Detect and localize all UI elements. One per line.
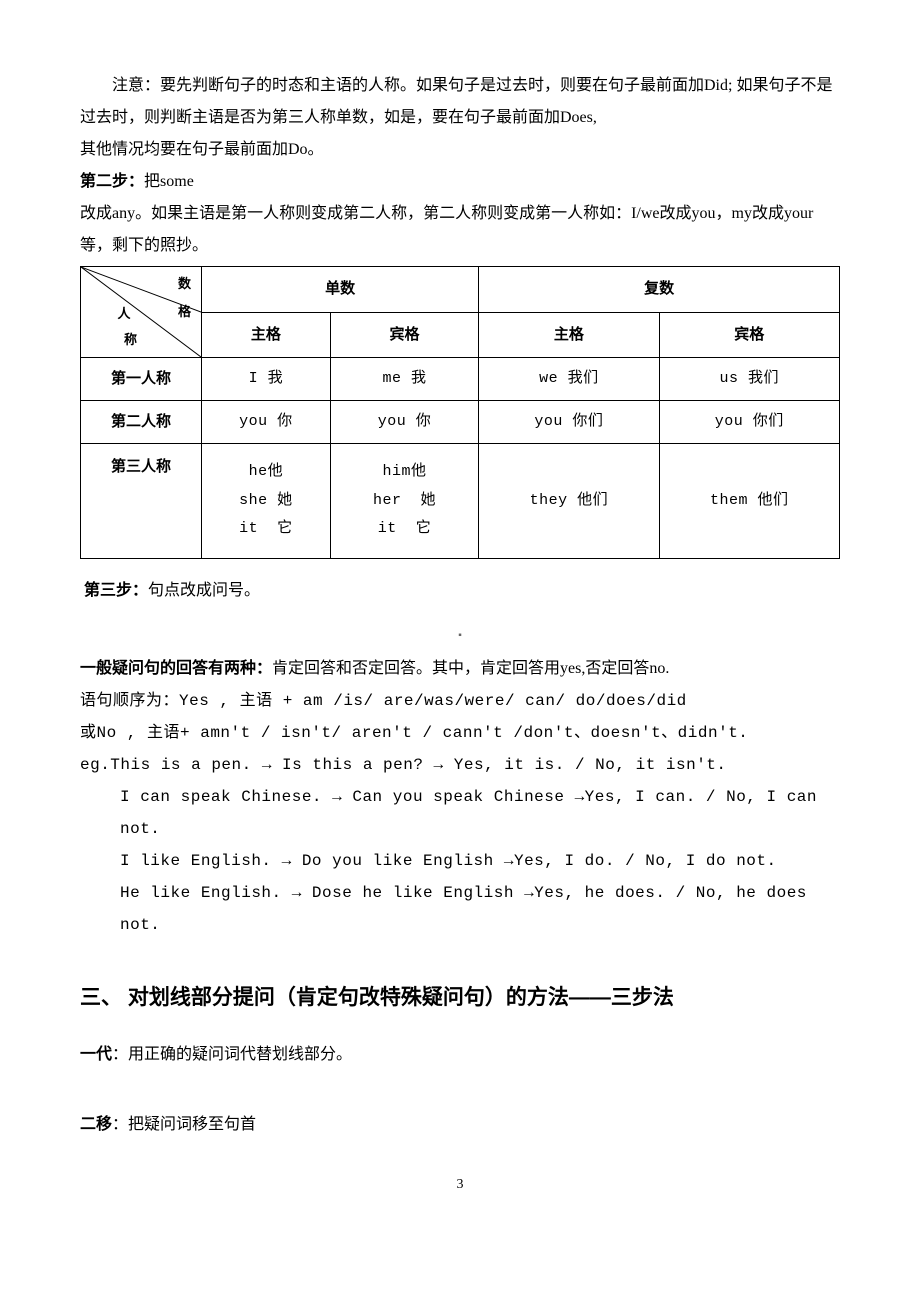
- cell: you 你们: [479, 401, 659, 444]
- cell: you 你们: [659, 401, 839, 444]
- th-singular: 单数: [202, 267, 479, 313]
- row2-head: 第二人称: [81, 401, 202, 444]
- note-paragraph: 注意：要先判断句子的时态和主语的人称。如果句子是过去时，则要在句子最前面加Did…: [80, 70, 840, 166]
- cell: you 你: [202, 401, 331, 444]
- cell: I 我: [202, 358, 331, 401]
- eg-3: I like English. → Do you like English →Y…: [80, 845, 840, 877]
- sub-1: 一代：用正确的疑问词代替划线部分。: [80, 1039, 840, 1071]
- ans-line-1: 一般疑问句的回答有两种：肯定回答和否定回答。其中，肯定回答用yes,否定回答no…: [80, 653, 840, 685]
- answer-paragraph: 一般疑问句的回答有两种：肯定回答和否定回答。其中，肯定回答用yes,否定回答no…: [80, 653, 840, 941]
- sub-2: 二移：把疑问词移至句首: [80, 1109, 840, 1141]
- cell: me 我: [330, 358, 478, 401]
- step3-rest: 句点改成问号。: [148, 582, 260, 599]
- table-row: 第一人称 I 我 me 我 we 我们 us 我们: [81, 358, 840, 401]
- row1-head: 第一人称: [81, 358, 202, 401]
- step2-label: 第二步：: [80, 173, 144, 190]
- diag-top-label: 数: [178, 271, 191, 297]
- note-line-1: 注意：要先判断句子的时态和主语的人称。如果句子是过去时，则要在句子最前面加Did…: [80, 70, 840, 134]
- eg-1: eg.This is a pen. → Is this a pen? → Yes…: [80, 749, 840, 781]
- diag-bot-label: 人 称: [111, 301, 137, 353]
- section-3-heading: 三、 对划线部分提问（肯定句改特殊疑问句）的方法——三步法: [80, 977, 840, 1019]
- eg-2: I can speak Chinese. → Can you speak Chi…: [80, 781, 840, 845]
- cell: we 我们: [479, 358, 659, 401]
- page-number: 3: [80, 1171, 840, 1199]
- row3-head: 第三人称: [81, 444, 202, 559]
- th-plural: 复数: [479, 267, 840, 313]
- diag-mid-label: 格: [178, 299, 191, 325]
- ans-head-rest: 肯定回答和否定回答。其中，肯定回答用yes,否定回答no.: [272, 660, 669, 677]
- th-obj-1: 宾格: [330, 312, 478, 358]
- table-row: 第三人称 he他she 她it 它 him他her 她it 它 they 他们 …: [81, 444, 840, 559]
- document-page: 注意：要先判断句子的时态和主语的人称。如果句子是过去时，则要在句子最前面加Did…: [0, 0, 920, 1239]
- center-dot: ▪: [80, 631, 840, 641]
- cell: us 我们: [659, 358, 839, 401]
- th-subj-2: 主格: [479, 312, 659, 358]
- cell: them 他们: [659, 444, 839, 559]
- eg-4: He like English. → Dose he like English …: [80, 877, 840, 941]
- ans-head-bold: 一般疑问句的回答有两种：: [80, 660, 272, 677]
- step2-rest: 把some: [144, 173, 194, 190]
- cell: you 你: [330, 401, 478, 444]
- sub1-rest: ：用正确的疑问词代替划线部分。: [112, 1046, 352, 1063]
- sub2-bold: 二移: [80, 1116, 112, 1133]
- ans-line-2: 语句顺序为：Yes , 主语 + am /is/ are/was/were/ c…: [80, 685, 840, 717]
- th-obj-2: 宾格: [659, 312, 839, 358]
- sub1-bold: 一代: [80, 1046, 112, 1063]
- cell: he他she 她it 它: [202, 444, 331, 559]
- table-row: 第二人称 you 你 you 你 you 你们 you 你们: [81, 401, 840, 444]
- cell: him他her 她it 它: [330, 444, 478, 559]
- table-diag-header: 数 格 人 称: [81, 267, 202, 358]
- step-2: 第二步：把some: [80, 166, 840, 198]
- th-subj-1: 主格: [202, 312, 331, 358]
- pronoun-table: 数 格 人 称 单数 复数 主格 宾格 主格 宾格 第一人称 I 我 me 我 …: [80, 266, 840, 559]
- ans-line-3: 或No , 主语+ amn't / isn't/ aren't / cann't…: [80, 717, 840, 749]
- step3-label: 第三步：: [84, 582, 148, 599]
- note-line-2: 其他情况均要在句子最前面加Do。: [80, 134, 840, 166]
- step2-body: 改成any。如果主语是第一人称则变成第二人称，第二人称则变成第一人称如：I/we…: [80, 198, 840, 262]
- sub2-rest: ：把疑问词移至句首: [112, 1116, 256, 1133]
- step-3: 第三步：句点改成问号。: [80, 575, 840, 607]
- cell: they 他们: [479, 444, 659, 559]
